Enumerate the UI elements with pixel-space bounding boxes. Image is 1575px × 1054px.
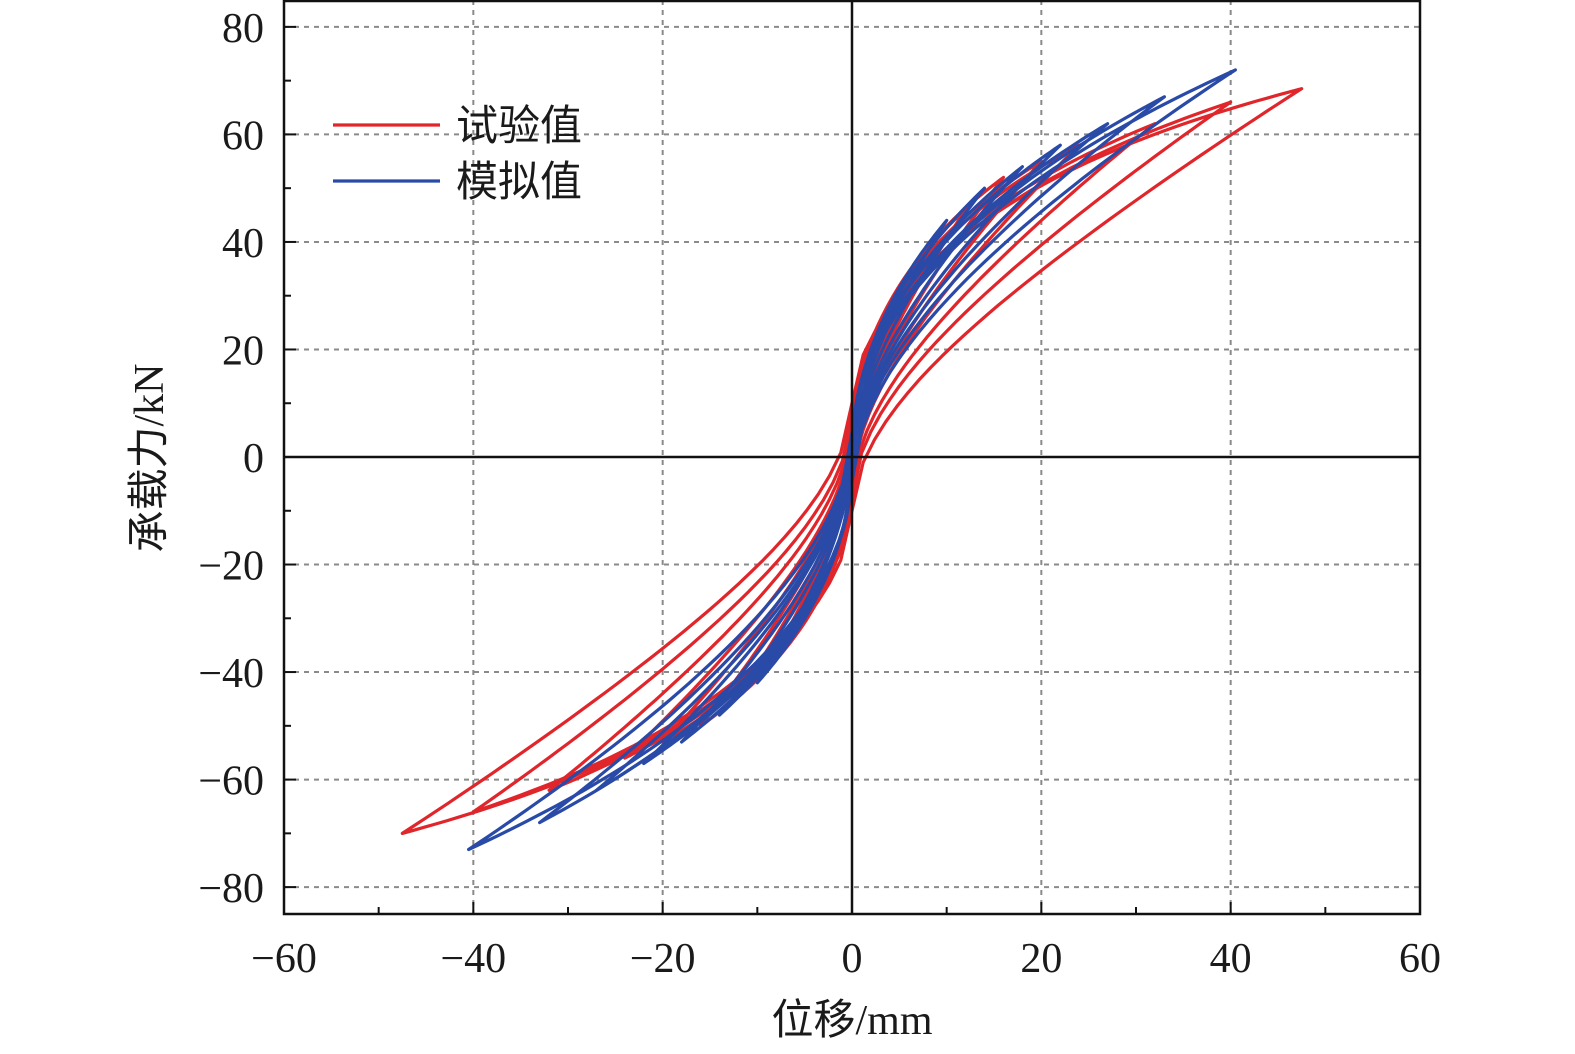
series-2-loop-7 [538, 95, 1166, 825]
series-2 [467, 68, 1237, 852]
y-tick-label: −60 [198, 759, 264, 805]
x-axis-label: 位移/mm [771, 997, 932, 1044]
series-layer [400, 68, 1304, 852]
x-tick-label: −60 [251, 936, 317, 982]
legend-label-1: 试验值 [456, 103, 582, 150]
x-tick-label: 40 [1210, 936, 1252, 982]
x-tick-label: −40 [440, 936, 506, 982]
series-2-loop-5 [642, 143, 1062, 766]
grid [284, 0, 1420, 914]
axes [282, 0, 1422, 916]
y-tick-label: 80 [222, 6, 264, 52]
ticks: −60 −40 −20 0 20 40 60 −80 −60 −40 −20 0 20 40 60 80 [198, 6, 1441, 982]
y-tick-label: −80 [198, 866, 264, 912]
y-tick-label: 40 [222, 221, 264, 267]
y-tick-label: −20 [198, 544, 264, 590]
y-tick-label: 0 [243, 436, 264, 482]
x-tick-label: 0 [842, 936, 863, 982]
x-tick-label: 20 [1020, 936, 1062, 982]
y-tick-label: 20 [222, 328, 264, 374]
series-1-loop-7 [471, 100, 1233, 814]
series-2-loop-8 [467, 68, 1237, 852]
x-tick-label: −20 [630, 936, 696, 982]
y-tick-label: −40 [198, 651, 264, 697]
x-tick-label: 60 [1399, 936, 1441, 982]
legend-label-2: 模拟值 [456, 160, 582, 206]
y-axis-label: 承载力/kN [127, 363, 173, 552]
y-tick-label: 60 [222, 113, 264, 159]
